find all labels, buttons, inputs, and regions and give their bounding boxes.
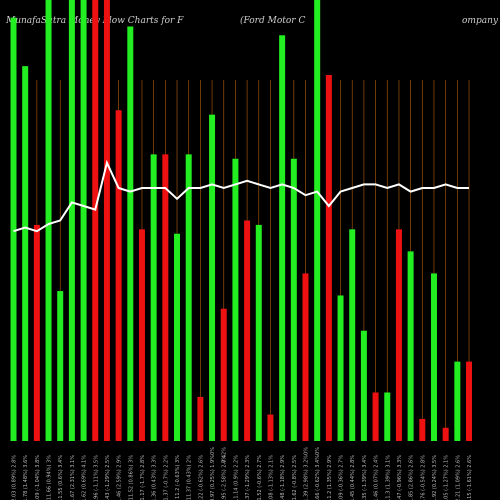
- x-tick-label: 11.55 (0.6%) 3.4%: [58, 455, 64, 500]
- chart-title-right: ompany: [462, 16, 498, 26]
- bar-up: [174, 233, 181, 441]
- x-tick-label: 11.09 (-1.04%) 3.8%: [35, 455, 41, 500]
- x-tick-label: 11.48 (-1.18%) 2.9%: [280, 455, 286, 500]
- bar-down: [220, 308, 227, 441]
- bar-up: [384, 392, 391, 441]
- bar-down: [267, 414, 274, 441]
- bar-down: [103, 0, 110, 441]
- bar-up: [232, 158, 239, 441]
- x-tick-label: 11.47 (-0.96%) 3.3%: [397, 455, 403, 500]
- x-marker-label: 0%: [304, 447, 310, 455]
- bar-up: [80, 0, 87, 441]
- bar-down: [138, 229, 145, 441]
- x-tick-label: 11.22 (-0.62%) 2.6%: [198, 455, 204, 500]
- bar-up: [185, 154, 192, 441]
- bar-up: [360, 330, 367, 441]
- chart-title-middle: (Ford Motor C: [240, 16, 306, 26]
- x-tick-label: 11.3 (1.39%) 3.1%: [385, 455, 391, 500]
- x-tick-label: 11.52 (-0.6%) 2.7%: [257, 455, 263, 500]
- x-tick-label: 10.97 (0.25%) 1.9%: [210, 455, 216, 500]
- x-tick-label: 11.35 (-1.39%) 3.4%: [362, 455, 368, 500]
- bar-down: [92, 0, 99, 441]
- x-marker-label: 0%: [210, 447, 216, 455]
- bar-up: [337, 295, 344, 441]
- x-tick-label: 11.08 (-1.13%) 2.1%: [268, 455, 274, 500]
- x-tick-label: 11.85 (2.86%) 2.6%: [409, 455, 415, 500]
- bar-up: [45, 0, 52, 441]
- x-tick-label: 11.39 (2.98%) 3.2%: [304, 455, 310, 500]
- bar-down: [162, 154, 169, 441]
- x-tick-label: 11.78 (1.48%) 3.6%: [23, 455, 29, 500]
- bar-down: [372, 392, 379, 441]
- x-tick-label: 11.92 (0.24%) 3.5%: [432, 455, 438, 500]
- bar-down: [325, 74, 332, 441]
- bar-down: [302, 273, 309, 441]
- x-tick-label: 11.66 (0.94%) 3%: [47, 455, 53, 500]
- bar-down: [115, 110, 122, 441]
- x-tick-label: 11.36 (0.43%) 3.3%: [152, 455, 158, 500]
- bar-down: [419, 418, 426, 441]
- x-tick-label: 11.14 (0.9%) 2.2%: [233, 455, 239, 500]
- x-tick-label: 11.43 (-1.29%) 2.5%: [105, 455, 111, 500]
- x-tick-label: 11.09 (-0.36%) 2.7%: [339, 455, 345, 500]
- bar-up: [314, 0, 321, 441]
- x-tick-label: 11.67 (2.31%) 3.1%: [70, 455, 76, 500]
- bar-down: [466, 361, 473, 441]
- x-tick-label: 11.62 (-0.8%) 2.5%: [292, 455, 298, 500]
- bar-up: [68, 0, 75, 441]
- bar-up: [430, 273, 437, 441]
- x-tick-label: 11.96 (-1.11%) 3.5%: [93, 455, 99, 500]
- x-tick-label: 11.76 (-0.54%) 2.8%: [420, 455, 426, 500]
- x-tick-label: 11.37 (-1.29%) 2.3%: [245, 455, 251, 500]
- bar-down: [442, 427, 449, 441]
- bar-down: [244, 220, 251, 441]
- bar-up: [407, 251, 414, 441]
- x-tick-label: 12.03 (0.89%) 2.8%: [12, 455, 18, 500]
- bar-up: [279, 35, 286, 441]
- x-tick-label: 11.46 (0.07%) 2.4%: [374, 455, 380, 500]
- bar-up: [349, 229, 356, 441]
- bar-up: [209, 114, 216, 441]
- x-tick-label: 11.2 (-0.63%) 3%: [175, 455, 181, 499]
- x-tick-label: 11.37 (-0.7%) 2.2%: [163, 455, 169, 500]
- x-tick-label: 11.45 (0.44%) 2.8%: [350, 455, 356, 500]
- x-marker-label: 0%: [315, 447, 321, 455]
- x-tick-label: 11.66 (-0.62%) 3.4%: [315, 455, 321, 500]
- x-tick-label: 11.37 (0.43%) 2%: [187, 455, 193, 500]
- bar-up: [22, 66, 29, 442]
- bar-up: [290, 158, 297, 441]
- x-tick-label: 12.21 (1.09%) 2.6%: [455, 455, 461, 500]
- x-tick-label: 10.95 (-2.58%) 2.7%: [222, 455, 228, 500]
- x-tick-label: 11.52 (0.86%) 3%: [128, 455, 134, 500]
- x-tick-label: 11.2 (1.35%) 2.9%: [327, 455, 333, 500]
- x-tick-label: 11.17 (-1.7%) 2.8%: [140, 455, 146, 500]
- bar-down: [197, 396, 204, 441]
- x-tick-label: 12.05 (-1.27%) 2.1%: [444, 455, 450, 500]
- bar-up: [57, 291, 64, 441]
- bar-down: [33, 224, 40, 441]
- x-tick-label: 12.15 (-1.61%) 2.6%: [467, 455, 473, 500]
- bar-up: [150, 154, 157, 441]
- bar-up: [454, 361, 461, 441]
- x-marker-label: -0.42%: [222, 447, 228, 465]
- x-tick-label: 11.62 (0.69%) 4.1%: [82, 455, 88, 500]
- bar-up: [255, 224, 262, 441]
- bar-down: [395, 229, 402, 441]
- bar-up: [10, 17, 17, 441]
- price-line: [13, 159, 470, 233]
- bar-up: [127, 26, 134, 442]
- x-tick-label: 11.46 (2.59%) 2.9%: [117, 455, 123, 500]
